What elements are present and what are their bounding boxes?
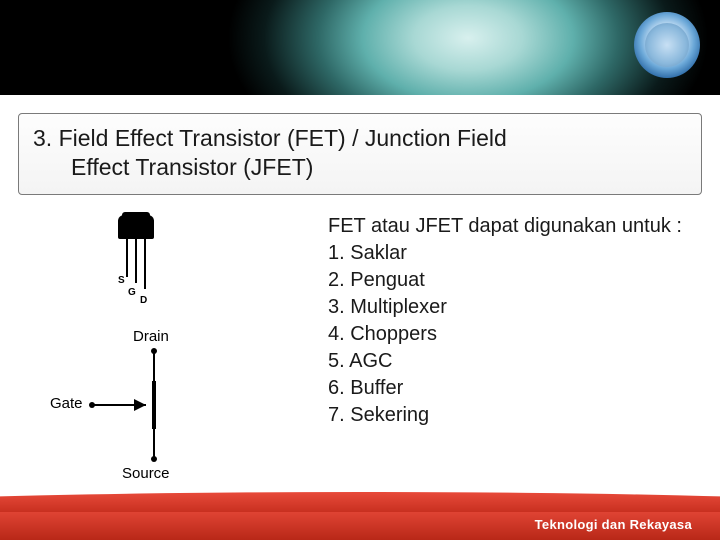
content-area: S G D Drain Gate Source FET atau JFE xyxy=(0,195,720,493)
slide-title: 3. Field Effect Transistor (FET) / Junct… xyxy=(33,124,687,182)
list-item: 5. AGC xyxy=(328,348,702,375)
package-pin-d xyxy=(144,239,146,289)
logo-inner xyxy=(645,23,689,67)
title-number: 3. xyxy=(33,125,52,151)
transistor-package: S G D xyxy=(118,215,154,239)
list-item: 1. Saklar xyxy=(328,240,702,267)
diagram-column: S G D Drain Gate Source xyxy=(18,213,318,493)
usage-list: 1. Saklar 2. Penguat 3. Multiplexer 4. C… xyxy=(328,240,702,429)
pin-label-d: D xyxy=(140,295,147,306)
package-pin-g xyxy=(135,239,137,283)
text-column: FET atau JFET dapat digunakan untuk : 1.… xyxy=(318,213,702,493)
package-pin-s xyxy=(126,239,128,277)
footer-swoosh xyxy=(0,492,720,512)
footer-bar: Teknologi dan Rekayasa xyxy=(0,506,720,540)
pin-label-s: S xyxy=(118,275,125,286)
title-box: 3. Field Effect Transistor (FET) / Junct… xyxy=(18,113,702,195)
list-item: 2. Penguat xyxy=(328,267,702,294)
title-line1: Field Effect Transistor (FET) / Junction… xyxy=(59,125,507,151)
logo-emblem xyxy=(634,12,700,78)
list-item: 4. Choppers xyxy=(328,321,702,348)
list-item: 7. Sekering xyxy=(328,402,702,429)
jfet-symbol xyxy=(78,341,218,471)
list-item: 3. Multiplexer xyxy=(328,294,702,321)
footer-text: Teknologi dan Rekayasa xyxy=(535,517,692,532)
header-banner xyxy=(0,0,720,95)
pin-label-g: G xyxy=(128,287,136,298)
list-item: 6. Buffer xyxy=(328,375,702,402)
title-line2: Effect Transistor (JFET) xyxy=(71,154,313,180)
intro-text: FET atau JFET dapat digunakan untuk : xyxy=(328,213,702,240)
package-body xyxy=(118,215,154,239)
